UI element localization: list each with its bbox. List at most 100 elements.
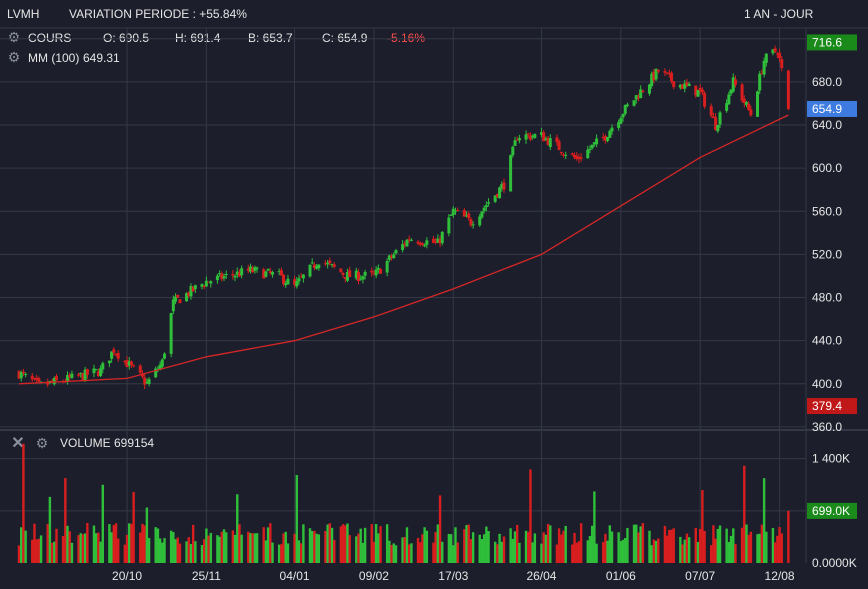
volume-settings-gear-icon[interactable]: ⚙ xyxy=(35,435,49,451)
candle-body xyxy=(407,239,411,241)
period-selector[interactable]: 1 AN - JOUR xyxy=(744,7,814,21)
candle-body xyxy=(394,250,398,254)
candle-body xyxy=(160,359,164,367)
candle-body xyxy=(740,84,744,101)
candle-body xyxy=(482,207,486,211)
volume-bar xyxy=(379,526,382,563)
candle-body xyxy=(557,141,561,151)
candle-body xyxy=(654,68,658,80)
volume-bar xyxy=(31,539,34,563)
open-value: O: 690.5 xyxy=(103,31,150,45)
candle-body xyxy=(220,273,224,280)
volume-bar xyxy=(687,537,691,563)
volume-bar xyxy=(330,527,334,563)
candle-body xyxy=(140,373,144,377)
volume-bar xyxy=(130,523,133,563)
volume-bar xyxy=(110,532,113,563)
candle-body xyxy=(32,378,36,380)
x-tick-label: 07/07 xyxy=(685,569,715,583)
candle-body xyxy=(185,293,189,302)
candle-body xyxy=(297,278,301,282)
volume-bar xyxy=(277,544,281,563)
candle-body xyxy=(326,262,330,265)
moving-average-line xyxy=(18,114,789,385)
candle-body xyxy=(308,264,312,277)
candle-body xyxy=(343,276,347,279)
candle-body xyxy=(323,263,327,265)
volume-bar xyxy=(24,530,27,563)
volume-value: 699154 xyxy=(114,436,155,450)
candle-body xyxy=(237,272,241,277)
candle-body xyxy=(687,83,691,87)
candle-body xyxy=(683,83,687,89)
volume-bar xyxy=(562,530,565,563)
volume-bar xyxy=(496,544,499,563)
candle-body xyxy=(632,100,636,106)
candle-body xyxy=(231,274,235,276)
change-percent: -5.16% xyxy=(387,31,426,45)
volume-bar xyxy=(46,523,49,563)
volume-bar xyxy=(37,538,41,563)
candle-body xyxy=(498,187,502,199)
volume-bar xyxy=(493,541,497,563)
candle-body xyxy=(438,239,442,244)
volume-bar xyxy=(317,534,321,563)
volume-tick-label: 1 400K xyxy=(812,452,850,466)
volume-bar xyxy=(108,524,111,563)
volume-bar xyxy=(714,538,717,563)
volume-bar xyxy=(81,534,85,563)
volume-bar xyxy=(447,533,451,563)
volume-bar xyxy=(154,527,157,563)
volume-bar xyxy=(101,484,104,563)
candle-body xyxy=(77,374,81,376)
volume-bar xyxy=(436,524,440,563)
ma-settings-gear-icon[interactable]: ⚙ xyxy=(7,49,21,65)
volume-bar xyxy=(641,523,645,563)
high-value: H: 691.4 xyxy=(175,31,221,45)
candle-body xyxy=(132,365,136,367)
candle-body xyxy=(733,79,737,85)
candle-body xyxy=(762,60,766,75)
volume-bar xyxy=(500,541,503,563)
price-settings-gear-icon[interactable]: ⚙ xyxy=(7,29,21,45)
period-variation: VARIATION PERIODE : +55.84% xyxy=(69,7,247,21)
candle-body xyxy=(301,274,305,279)
volume-bar xyxy=(20,527,23,563)
volume-bar xyxy=(560,534,563,563)
volume-bar xyxy=(174,539,177,563)
low-price-badge xyxy=(807,398,857,415)
candle-body xyxy=(264,271,268,277)
candle-body xyxy=(462,209,466,217)
candle-body xyxy=(456,209,460,211)
candle-body xyxy=(253,267,257,271)
volume-bar xyxy=(17,545,21,563)
volume-bar xyxy=(240,534,243,563)
close-value: C: 654.9 xyxy=(322,31,368,45)
close-volume-panel-icon[interactable]: ✕ xyxy=(11,435,25,452)
volume-bar xyxy=(50,542,54,563)
candle-body xyxy=(370,270,374,273)
candle-body xyxy=(663,71,667,73)
candle-body xyxy=(178,299,182,304)
candle-body xyxy=(533,134,537,138)
candle-body xyxy=(107,360,111,364)
candle-body xyxy=(348,270,352,278)
candle-body xyxy=(696,89,700,97)
volume-bar xyxy=(423,527,426,563)
candle-body xyxy=(52,378,56,385)
candle-body xyxy=(440,231,444,244)
candle-body xyxy=(564,154,568,156)
y-tick-label: 440.0 xyxy=(812,334,842,348)
candle-body xyxy=(484,205,488,208)
volume-bar xyxy=(251,533,254,563)
candle-body xyxy=(619,118,623,124)
volume-bar xyxy=(194,541,197,563)
candle-body xyxy=(158,364,162,369)
candle-body xyxy=(357,272,361,282)
volume-bar xyxy=(617,532,620,563)
candle-body xyxy=(409,239,413,241)
volume-bar xyxy=(35,539,38,563)
volume-bar xyxy=(425,530,429,563)
volume-bar xyxy=(577,541,581,563)
